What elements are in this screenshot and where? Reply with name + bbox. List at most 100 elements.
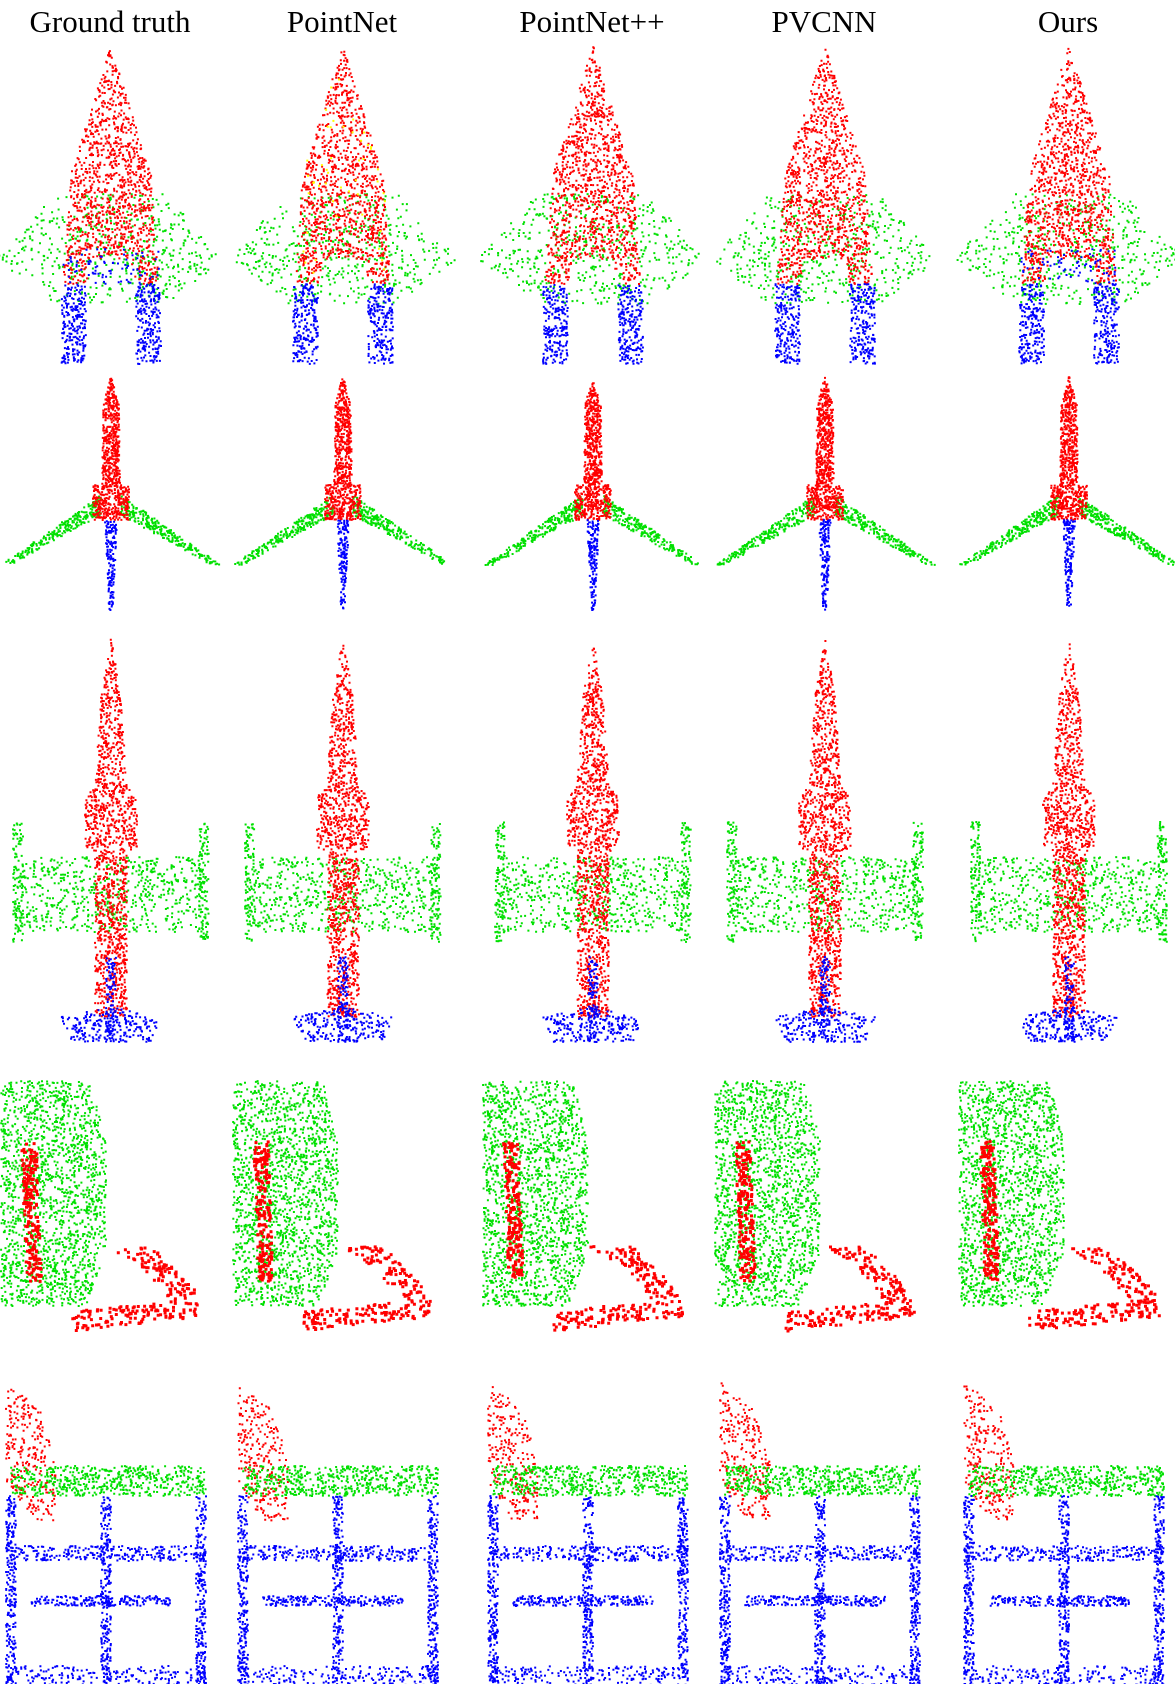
points bbox=[582, 1497, 594, 1684]
points bbox=[958, 1080, 1065, 1307]
point-cloud bbox=[959, 376, 1175, 607]
points bbox=[1078, 498, 1175, 566]
points bbox=[726, 821, 738, 942]
point-cloud bbox=[0, 50, 217, 365]
points bbox=[303, 1245, 432, 1331]
points bbox=[587, 519, 600, 611]
column-header: Ours bbox=[1038, 4, 1098, 39]
points bbox=[1153, 1495, 1165, 1684]
points bbox=[777, 49, 873, 285]
point-cloud bbox=[5, 378, 220, 611]
point-cloud bbox=[244, 645, 442, 1043]
points bbox=[717, 497, 816, 566]
points bbox=[583, 382, 603, 485]
points bbox=[714, 1080, 821, 1307]
points bbox=[494, 822, 506, 943]
points bbox=[244, 823, 256, 941]
points bbox=[1028, 1247, 1161, 1329]
points bbox=[963, 1545, 1164, 1562]
points bbox=[542, 284, 569, 365]
points bbox=[232, 1080, 339, 1307]
points bbox=[236, 193, 456, 305]
point-cloud bbox=[5, 1389, 207, 1684]
points bbox=[553, 1245, 685, 1332]
points bbox=[485, 496, 584, 566]
point-cloud bbox=[719, 1382, 921, 1684]
point-cloud bbox=[958, 1080, 1161, 1329]
points bbox=[427, 1495, 439, 1684]
points bbox=[512, 1595, 653, 1607]
point-cloud bbox=[717, 377, 936, 611]
points bbox=[487, 1386, 538, 1520]
points bbox=[5, 1545, 206, 1562]
points bbox=[482, 1081, 589, 1308]
points bbox=[100, 1496, 112, 1684]
points bbox=[5, 1389, 56, 1521]
points bbox=[292, 283, 319, 365]
points bbox=[968, 1465, 1165, 1497]
point-cloud bbox=[236, 51, 456, 365]
point-cloud bbox=[237, 1387, 439, 1684]
point-cloud bbox=[485, 382, 699, 611]
points bbox=[970, 821, 982, 942]
points bbox=[242, 1465, 439, 1497]
points bbox=[316, 645, 370, 1018]
points bbox=[480, 193, 700, 305]
points bbox=[5, 496, 102, 564]
point-cloud bbox=[0, 1080, 199, 1332]
points bbox=[1059, 376, 1078, 486]
points bbox=[332, 1496, 344, 1684]
points bbox=[92, 484, 130, 521]
point-cloud bbox=[494, 648, 692, 1043]
points bbox=[545, 46, 641, 285]
points bbox=[909, 1495, 921, 1684]
points bbox=[238, 1387, 289, 1521]
point-cloud bbox=[714, 1080, 916, 1333]
point-cloud bbox=[482, 1081, 684, 1332]
points bbox=[1042, 643, 1096, 1018]
points bbox=[0, 1080, 107, 1307]
points bbox=[677, 1497, 689, 1684]
column-header: PointNet++ bbox=[519, 4, 664, 39]
points bbox=[333, 378, 353, 485]
points bbox=[815, 377, 834, 486]
points bbox=[237, 1495, 249, 1684]
point-cloud bbox=[726, 640, 924, 1043]
points bbox=[84, 639, 138, 1018]
point-cloud bbox=[963, 1386, 1165, 1684]
points bbox=[774, 283, 801, 365]
points bbox=[1058, 1495, 1070, 1684]
points bbox=[1156, 821, 1168, 943]
points bbox=[835, 497, 936, 566]
points bbox=[101, 378, 121, 486]
points bbox=[352, 496, 445, 565]
points bbox=[602, 495, 699, 565]
points bbox=[719, 1495, 731, 1684]
point-cloud bbox=[234, 378, 445, 609]
points bbox=[618, 284, 644, 364]
point-cloud bbox=[12, 639, 210, 1043]
points bbox=[819, 519, 832, 611]
column-header: PVCNN bbox=[771, 4, 876, 39]
points bbox=[959, 495, 1060, 566]
points bbox=[574, 484, 612, 521]
points bbox=[367, 283, 394, 364]
points bbox=[234, 497, 334, 566]
point-cloud bbox=[232, 1080, 432, 1331]
points bbox=[680, 822, 692, 943]
points bbox=[120, 496, 220, 566]
points bbox=[12, 823, 24, 943]
column-header: PointNet bbox=[287, 4, 398, 39]
points bbox=[5, 1495, 17, 1684]
points bbox=[814, 1496, 826, 1684]
figure: Ground truth PointNet PointNet++ PVCNN O… bbox=[0, 0, 1175, 1684]
points bbox=[487, 1495, 499, 1684]
points bbox=[337, 520, 349, 610]
points bbox=[724, 1465, 921, 1497]
points bbox=[430, 823, 442, 943]
point-cloud bbox=[957, 48, 1175, 365]
points bbox=[957, 193, 1175, 305]
column-header: Ground truth bbox=[29, 4, 191, 39]
points bbox=[195, 1495, 207, 1684]
point-cloud bbox=[970, 643, 1168, 1042]
